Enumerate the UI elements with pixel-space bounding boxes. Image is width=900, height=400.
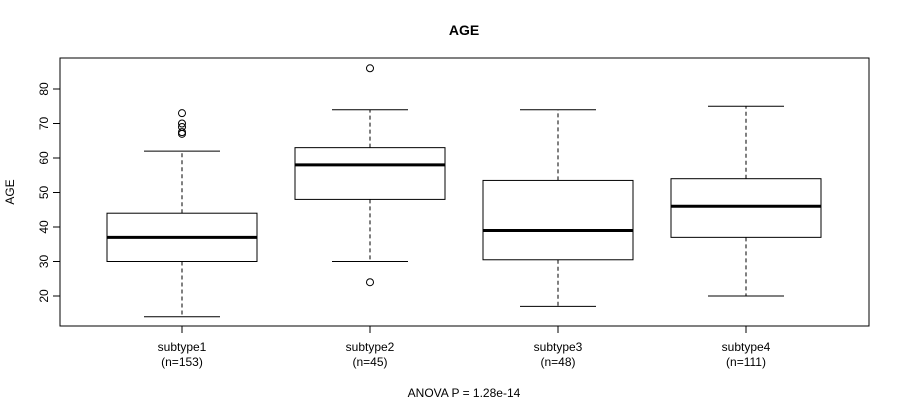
category-count-label: (n=111) [726,355,766,369]
iqr-box [482,179,634,261]
y-ticks: 20 30 40 50 60 70 80 [37,82,60,303]
iqr-box [294,147,446,200]
outlier-point [178,119,186,128]
category-count-label: (n=48) [540,355,575,369]
y-tick-label: 60 [37,151,51,165]
category-label: subtype1 [158,340,207,354]
chart-title: AGE [449,22,479,38]
category-label: subtype3 [534,340,583,354]
outlier-point [178,122,186,131]
y-tick-label: 50 [37,186,51,200]
category-count-label: (n=153) [161,355,203,369]
box-group [482,109,634,307]
y-tick-label: 30 [37,255,51,269]
y-tick-label: 20 [37,289,51,303]
category-count-label: (n=45) [352,355,387,369]
category-label: subtype2 [346,340,395,354]
box-group [294,64,446,287]
boxes [106,64,822,318]
y-axis-label: AGE [3,179,17,204]
x-category-labels: subtype1(n=153)subtype2(n=45)subtype3(n=… [158,326,771,369]
outlier-point [178,129,186,138]
outlier-point [178,109,186,118]
outlier-point [178,128,186,137]
category-label: subtype4 [722,340,771,354]
y-tick-label: 80 [37,82,51,96]
box-group [670,105,822,297]
y-tick-label: 70 [37,117,51,131]
iqr-box [670,178,822,238]
outlier-point [366,278,374,287]
box-group [106,109,258,318]
outlier-point [366,64,374,73]
y-tick-label: 40 [37,220,51,234]
anova-footnote: ANOVA P = 1.28e-14 [408,386,521,400]
